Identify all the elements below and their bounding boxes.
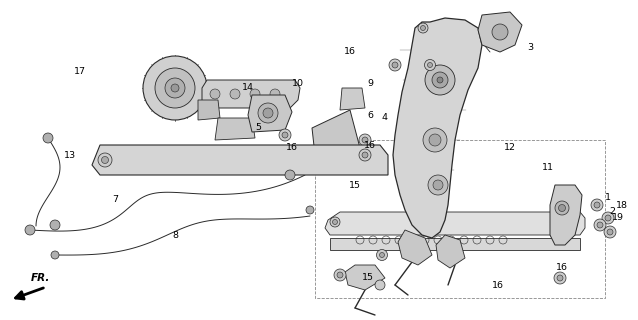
Circle shape xyxy=(359,134,371,146)
Circle shape xyxy=(359,149,371,161)
Bar xyxy=(315,140,605,298)
Polygon shape xyxy=(398,230,432,265)
Polygon shape xyxy=(550,185,582,245)
Circle shape xyxy=(554,272,566,284)
Circle shape xyxy=(279,129,291,141)
Circle shape xyxy=(101,156,108,164)
Text: 7: 7 xyxy=(112,196,118,204)
Circle shape xyxy=(250,89,260,99)
Circle shape xyxy=(437,77,443,83)
Polygon shape xyxy=(215,118,255,140)
Text: 17: 17 xyxy=(74,68,86,76)
Circle shape xyxy=(418,23,428,33)
Polygon shape xyxy=(312,110,360,155)
Circle shape xyxy=(143,56,207,120)
Text: 15: 15 xyxy=(349,180,361,189)
Polygon shape xyxy=(330,238,580,250)
Text: 5: 5 xyxy=(255,124,261,132)
Text: 14: 14 xyxy=(242,84,254,92)
Circle shape xyxy=(362,152,368,158)
Text: 11: 11 xyxy=(542,164,554,172)
Circle shape xyxy=(50,220,60,230)
Text: 12: 12 xyxy=(504,143,516,153)
Text: 3: 3 xyxy=(527,44,533,52)
Polygon shape xyxy=(202,80,300,108)
Polygon shape xyxy=(248,95,292,132)
Circle shape xyxy=(51,251,59,259)
Circle shape xyxy=(594,219,606,231)
Circle shape xyxy=(591,199,603,211)
Circle shape xyxy=(555,201,569,215)
Circle shape xyxy=(270,89,280,99)
Text: 16: 16 xyxy=(344,47,356,57)
Text: 16: 16 xyxy=(286,143,298,153)
Text: 8: 8 xyxy=(172,230,178,239)
Circle shape xyxy=(306,206,314,214)
Circle shape xyxy=(424,60,436,70)
Circle shape xyxy=(330,217,340,227)
Circle shape xyxy=(334,269,346,281)
Circle shape xyxy=(230,89,240,99)
Polygon shape xyxy=(393,18,482,238)
Circle shape xyxy=(362,137,368,143)
Circle shape xyxy=(425,65,455,95)
Circle shape xyxy=(258,103,278,123)
Circle shape xyxy=(557,275,563,281)
Text: 19: 19 xyxy=(612,213,624,222)
Circle shape xyxy=(98,153,112,167)
Circle shape xyxy=(602,212,614,224)
Text: 2: 2 xyxy=(609,207,615,217)
Circle shape xyxy=(263,108,273,118)
Circle shape xyxy=(337,272,343,278)
Polygon shape xyxy=(340,88,365,110)
Circle shape xyxy=(389,59,401,71)
Polygon shape xyxy=(478,12,522,52)
Circle shape xyxy=(155,68,195,108)
Text: 6: 6 xyxy=(367,110,373,119)
Text: 16: 16 xyxy=(492,281,504,290)
Circle shape xyxy=(427,62,433,68)
Text: 15: 15 xyxy=(362,274,374,283)
Circle shape xyxy=(492,24,508,40)
Text: 16: 16 xyxy=(556,263,568,273)
Circle shape xyxy=(380,252,385,258)
Circle shape xyxy=(605,215,611,221)
Polygon shape xyxy=(345,265,385,290)
Circle shape xyxy=(25,225,35,235)
Circle shape xyxy=(604,226,616,238)
Polygon shape xyxy=(92,145,388,175)
Text: 10: 10 xyxy=(292,79,304,89)
Polygon shape xyxy=(198,100,220,120)
Circle shape xyxy=(375,280,385,290)
Circle shape xyxy=(607,229,613,235)
Circle shape xyxy=(392,62,398,68)
Text: 4: 4 xyxy=(382,114,388,123)
Circle shape xyxy=(285,170,295,180)
Circle shape xyxy=(433,180,443,190)
Circle shape xyxy=(432,72,448,88)
Circle shape xyxy=(43,133,53,143)
Polygon shape xyxy=(325,212,585,235)
Text: 9: 9 xyxy=(367,79,373,89)
Circle shape xyxy=(429,134,441,146)
Circle shape xyxy=(428,175,448,195)
Circle shape xyxy=(376,250,387,260)
Text: FR.: FR. xyxy=(31,273,50,283)
Circle shape xyxy=(423,128,447,152)
Circle shape xyxy=(171,84,179,92)
Text: 18: 18 xyxy=(616,201,628,210)
Circle shape xyxy=(210,89,220,99)
Circle shape xyxy=(594,202,600,208)
Circle shape xyxy=(558,204,565,212)
Circle shape xyxy=(332,220,338,225)
Circle shape xyxy=(420,26,426,30)
Circle shape xyxy=(282,132,288,138)
Text: 1: 1 xyxy=(605,194,611,203)
Text: 16: 16 xyxy=(364,140,376,149)
Text: 13: 13 xyxy=(64,150,76,159)
Polygon shape xyxy=(436,235,465,268)
Circle shape xyxy=(165,78,185,98)
Circle shape xyxy=(597,222,603,228)
